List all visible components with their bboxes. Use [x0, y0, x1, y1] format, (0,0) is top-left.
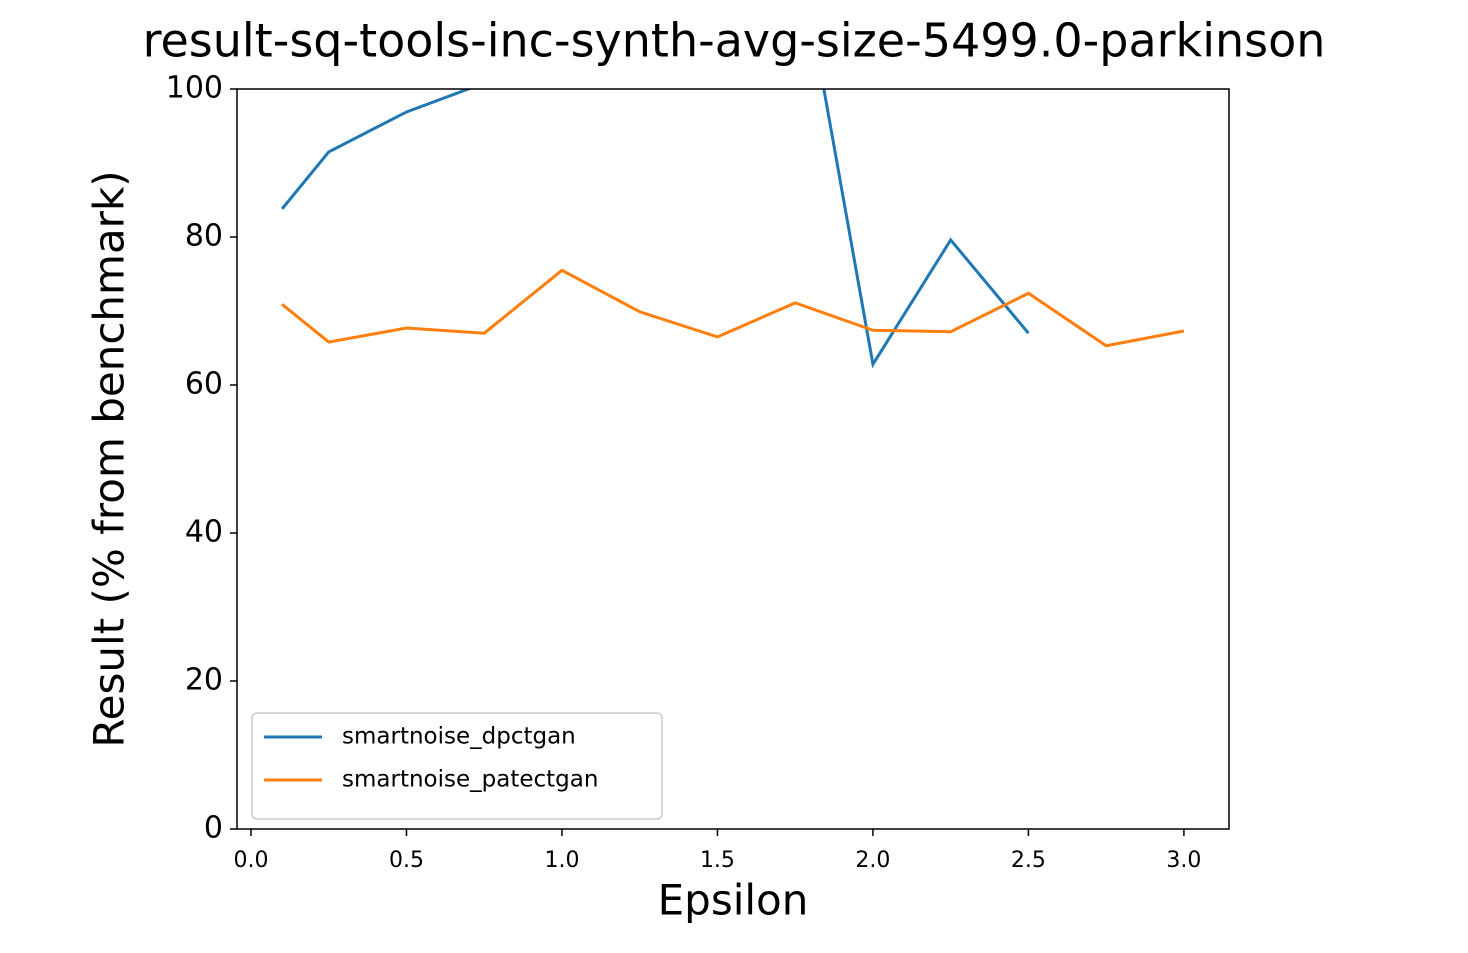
y-tick-label: 20 — [185, 663, 223, 698]
y-tick-label: 80 — [185, 219, 223, 254]
plot-frame — [236, 88, 1230, 830]
y-axis-label: Result (% from benchmark) — [85, 170, 134, 747]
x-tick-label: 2.0 — [855, 848, 890, 873]
x-tick-label: 1.5 — [700, 848, 735, 873]
legend-label: smartnoise_patectgan — [342, 767, 598, 793]
x-tick-label: 3.0 — [1166, 848, 1201, 873]
x-tick-label: 0.5 — [389, 848, 424, 873]
legend-label: smartnoise_dpctgan — [342, 724, 576, 750]
data-line — [280, 89, 1030, 369]
y-tick-label: 100 — [166, 71, 223, 106]
x-tick-label: 2.5 — [1011, 848, 1046, 873]
y-tick-label: 0 — [204, 811, 223, 846]
x-axis-label: Epsilon — [658, 876, 809, 925]
y-tick-label: 60 — [185, 367, 223, 402]
x-tick-label: 1.0 — [544, 848, 579, 873]
chart-title: result-sq-tools-inc-synth-avg-size-5499.… — [143, 14, 1326, 68]
x-tick-label: 0.0 — [233, 848, 268, 873]
y-tick-label: 40 — [185, 515, 223, 550]
data-line — [281, 268, 1185, 348]
legend-box — [251, 712, 663, 820]
plot-lines — [280, 89, 1185, 369]
